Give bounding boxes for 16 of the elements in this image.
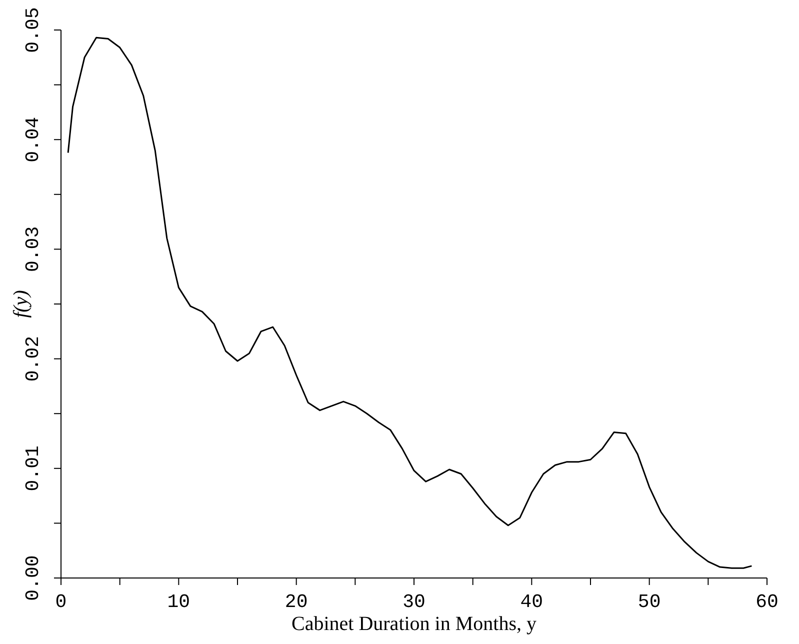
x-tick-label: 0 bbox=[55, 591, 67, 613]
line-series bbox=[67, 36, 752, 569]
y-tick-label: 0.02 bbox=[22, 336, 44, 382]
y-tick-label: 0.01 bbox=[22, 446, 44, 492]
y-tick-label: 0.05 bbox=[22, 7, 44, 53]
x-tick-label: 60 bbox=[756, 591, 778, 613]
x-axis-title: Cabinet Duration in Months, y bbox=[292, 613, 536, 635]
y-tick-label: 0.03 bbox=[22, 226, 44, 272]
y-tick-label: 0.00 bbox=[22, 555, 44, 601]
y-axis-title: f(y) bbox=[10, 290, 32, 318]
x-tick-label: 10 bbox=[167, 591, 190, 613]
y-tick-label: 0.04 bbox=[22, 116, 44, 162]
x-tick-label: 40 bbox=[520, 591, 544, 613]
x-tick-label: 30 bbox=[402, 591, 426, 613]
x-tick-label: 50 bbox=[638, 591, 661, 613]
x-tick-label: 20 bbox=[284, 591, 308, 613]
